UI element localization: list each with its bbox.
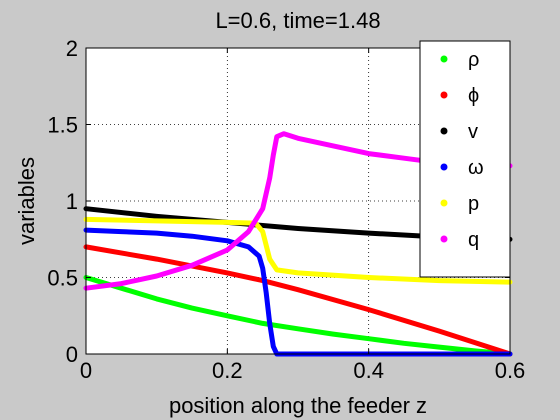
- series-line-6: [83, 131, 513, 291]
- y-tick-label: 0: [66, 342, 78, 367]
- y-tick-label: 0.5: [47, 266, 78, 291]
- legend-label: ω: [468, 157, 484, 179]
- series-line-2: [83, 244, 513, 357]
- y-tick-label: 1: [66, 189, 78, 214]
- x-tick-label: 0.6: [495, 358, 526, 383]
- legend-marker: [440, 127, 448, 135]
- x-tick-label: 0.4: [353, 358, 384, 383]
- x-tick-label: 0: [80, 358, 92, 383]
- chart-title: L=0.6, time=1.48: [215, 8, 380, 33]
- legend-label: q: [468, 229, 479, 251]
- series-line-5: [83, 216, 513, 285]
- legend-marker: [440, 199, 448, 207]
- x-axis-label: position along the feeder z: [169, 393, 427, 418]
- series-layer: [83, 131, 513, 357]
- legend-marker: [440, 91, 448, 99]
- y-axis-label: variables: [14, 157, 39, 245]
- legend-box: [419, 40, 511, 278]
- legend-marker: [440, 235, 448, 243]
- legend-marker: [440, 163, 448, 171]
- y-tick-label: 1.5: [47, 113, 78, 138]
- legend-marker: [440, 55, 448, 63]
- series-line-1: [83, 275, 513, 357]
- x-tick-label: 0.2: [212, 358, 243, 383]
- legend-label: ρ: [468, 49, 479, 71]
- legend-label: v: [468, 121, 478, 143]
- grid: [86, 48, 510, 354]
- legend-label: ϕ: [468, 85, 479, 107]
- tick-labels: 0 0.2 0.4 0.6 0 0.5 1 1.5 2: [47, 36, 525, 383]
- legend-label: p: [468, 193, 479, 215]
- y-tick-label: 2: [66, 36, 78, 61]
